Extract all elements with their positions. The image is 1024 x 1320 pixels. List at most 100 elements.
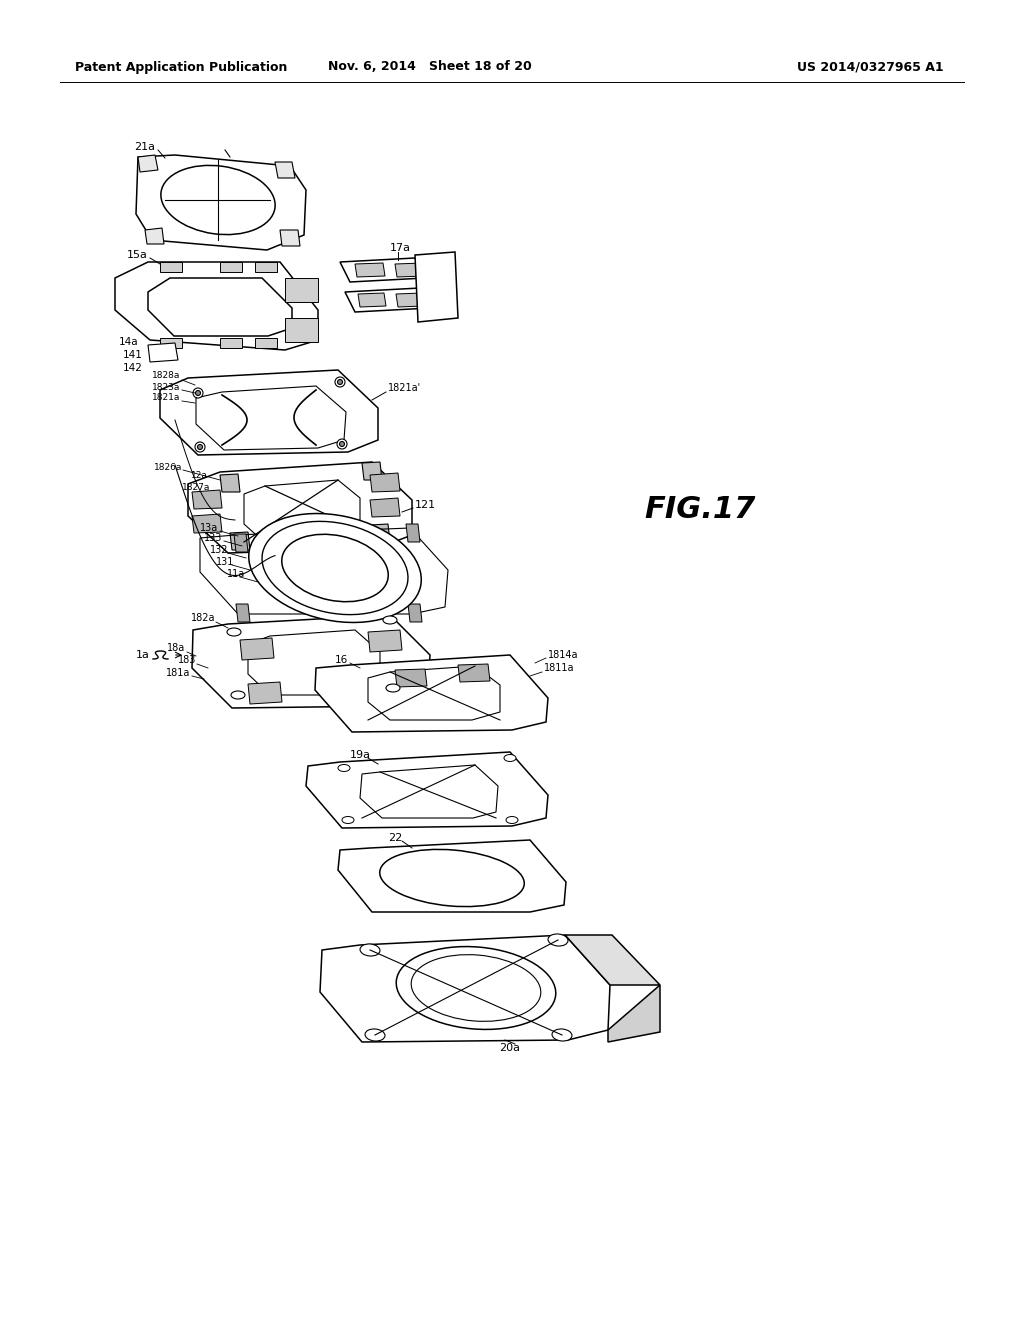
Text: 1814a: 1814a (548, 649, 579, 660)
Ellipse shape (198, 445, 203, 450)
Polygon shape (355, 263, 385, 277)
Ellipse shape (360, 944, 380, 956)
Polygon shape (160, 261, 182, 272)
Polygon shape (244, 480, 360, 543)
Text: US 2014/0327965 A1: US 2014/0327965 A1 (797, 61, 943, 74)
Ellipse shape (193, 388, 203, 399)
Polygon shape (306, 752, 548, 828)
Text: 121: 121 (415, 500, 436, 510)
Polygon shape (370, 524, 390, 543)
Ellipse shape (262, 521, 408, 615)
Ellipse shape (196, 391, 201, 396)
Ellipse shape (227, 628, 241, 636)
Polygon shape (319, 935, 610, 1041)
Text: 1821a: 1821a (152, 393, 180, 403)
Polygon shape (340, 257, 425, 282)
Ellipse shape (548, 935, 568, 946)
Polygon shape (193, 490, 222, 510)
Text: 182a: 182a (190, 612, 215, 623)
Text: 1811a: 1811a (544, 663, 574, 673)
Polygon shape (408, 605, 422, 622)
Ellipse shape (338, 764, 350, 771)
Polygon shape (285, 318, 318, 342)
Polygon shape (358, 293, 386, 308)
Text: 132: 132 (210, 545, 228, 554)
Ellipse shape (504, 755, 516, 762)
Polygon shape (248, 630, 380, 696)
Polygon shape (240, 638, 274, 660)
Polygon shape (160, 370, 378, 455)
Text: 19a: 19a (349, 750, 371, 760)
Polygon shape (145, 228, 164, 244)
Ellipse shape (342, 817, 354, 824)
Text: FIG.17: FIG.17 (644, 495, 756, 524)
Text: 133: 133 (204, 533, 222, 543)
Text: 16: 16 (335, 655, 348, 665)
Polygon shape (248, 682, 282, 704)
Text: 15a: 15a (127, 249, 148, 260)
Polygon shape (360, 766, 498, 818)
Polygon shape (275, 162, 295, 178)
Text: 22: 22 (388, 833, 402, 843)
Polygon shape (608, 985, 660, 1041)
Polygon shape (148, 279, 292, 337)
Text: 11a: 11a (226, 569, 245, 579)
Ellipse shape (195, 442, 205, 451)
Text: Nov. 6, 2014   Sheet 18 of 20: Nov. 6, 2014 Sheet 18 of 20 (328, 61, 531, 74)
Text: 1826a: 1826a (154, 462, 182, 471)
Polygon shape (345, 288, 430, 312)
Text: 181a: 181a (166, 668, 190, 678)
Polygon shape (138, 154, 158, 172)
Polygon shape (220, 338, 242, 348)
Ellipse shape (335, 378, 345, 387)
Polygon shape (220, 261, 242, 272)
Polygon shape (396, 293, 424, 308)
Text: 1821a': 1821a' (388, 383, 421, 393)
Text: 1828a: 1828a (152, 371, 180, 380)
Polygon shape (255, 338, 278, 348)
Text: 13a: 13a (200, 523, 218, 533)
Polygon shape (338, 840, 566, 912)
Polygon shape (565, 935, 660, 985)
Text: 20a: 20a (500, 1043, 520, 1053)
Text: 21a: 21a (134, 143, 155, 152)
Polygon shape (115, 261, 318, 350)
Ellipse shape (161, 165, 275, 235)
Text: 142: 142 (123, 363, 143, 374)
Polygon shape (368, 667, 500, 719)
Text: 14a: 14a (119, 337, 138, 347)
Polygon shape (188, 462, 412, 553)
Ellipse shape (365, 1030, 385, 1041)
Ellipse shape (506, 817, 518, 824)
Polygon shape (285, 279, 318, 302)
Polygon shape (236, 605, 250, 622)
Polygon shape (160, 338, 182, 348)
Text: 1827a: 1827a (181, 483, 210, 492)
Ellipse shape (412, 954, 541, 1022)
Ellipse shape (396, 946, 556, 1030)
Polygon shape (196, 385, 346, 450)
Text: 141: 141 (123, 350, 143, 360)
Polygon shape (458, 664, 490, 682)
Polygon shape (280, 230, 300, 246)
Text: 131: 131 (216, 557, 234, 568)
Text: 183: 183 (177, 655, 196, 665)
Ellipse shape (340, 441, 344, 446)
Text: 1a: 1a (136, 649, 150, 660)
Polygon shape (230, 532, 250, 550)
Polygon shape (193, 513, 222, 533)
Text: 17a: 17a (389, 243, 411, 253)
Ellipse shape (282, 535, 388, 602)
Polygon shape (370, 498, 400, 517)
Ellipse shape (552, 1030, 572, 1041)
Ellipse shape (386, 684, 400, 692)
Text: Patent Application Publication: Patent Application Publication (75, 61, 288, 74)
Polygon shape (136, 154, 306, 249)
Ellipse shape (249, 513, 421, 623)
Polygon shape (406, 524, 420, 543)
Ellipse shape (383, 616, 397, 624)
Text: 18a: 18a (167, 643, 185, 653)
Polygon shape (368, 630, 402, 652)
Polygon shape (148, 343, 178, 362)
Polygon shape (362, 462, 382, 480)
